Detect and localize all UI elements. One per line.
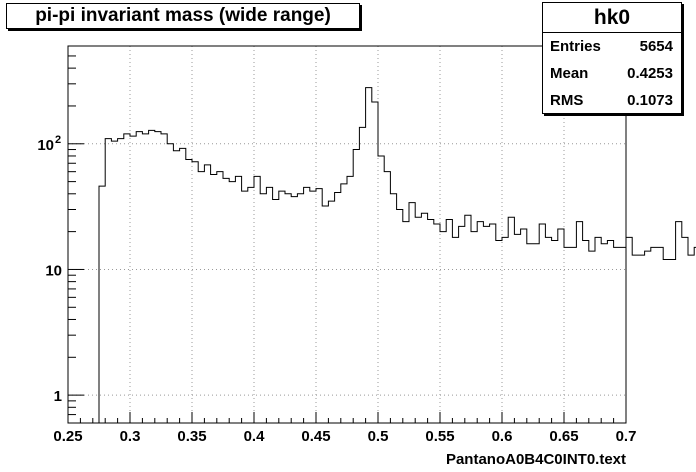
plot-frame bbox=[67, 45, 627, 424]
x-axis-title: PantanoA0B4C0INT0.text bbox=[445, 451, 626, 468]
histogram-series bbox=[98, 87, 696, 423]
stats-rms-label: RMS bbox=[550, 92, 584, 109]
stats-entries-label: Entries bbox=[550, 38, 601, 55]
x-tick-label: 0.55 bbox=[425, 428, 454, 445]
x-tick-label: 0.65 bbox=[549, 428, 578, 445]
y-tick-label: 10 bbox=[45, 262, 62, 279]
x-tick-label: 0.4 bbox=[244, 428, 266, 445]
chart-title: pi-pi invariant mass (wide range) bbox=[35, 5, 331, 26]
y-tick-label: 1 bbox=[54, 388, 62, 405]
y-tick-exponent: 2 bbox=[55, 134, 61, 146]
stats-row-entries: Entries 5654 bbox=[543, 33, 681, 60]
stats-entries-value: 5654 bbox=[639, 38, 673, 55]
stats-mean-value: 0.4253 bbox=[627, 65, 673, 82]
chart-title-box: pi-pi invariant mass (wide range) bbox=[6, 3, 360, 29]
stats-mean-label: Mean bbox=[550, 65, 589, 82]
axes: 0.25 0.3 0.35 0.4 0.45 0.5 0.55 0.6 0.65 0.7 1 10 10… bbox=[37, 55, 637, 445]
stats-row-rms: RMS 0.1073 bbox=[543, 87, 681, 114]
x-tick-label: 0.35 bbox=[177, 428, 206, 445]
x-tick-label: 0.25 bbox=[53, 428, 82, 445]
x-tick-label: 0.45 bbox=[301, 428, 330, 445]
stats-row-mean: Mean 0.4253 bbox=[543, 60, 681, 87]
x-tick-label: 0.6 bbox=[492, 428, 513, 445]
y-tick-label: 10 bbox=[37, 137, 54, 154]
stats-name: hk0 bbox=[543, 3, 681, 33]
x-tick-label: 0.5 bbox=[368, 428, 389, 445]
stats-box: hk0 Entries 5654 Mean 0.4253 RMS 0.1073 bbox=[542, 2, 682, 114]
x-tick-label: 0.3 bbox=[120, 428, 141, 445]
x-tick-label: 0.7 bbox=[616, 428, 637, 445]
stats-rms-value: 0.1073 bbox=[627, 92, 673, 109]
